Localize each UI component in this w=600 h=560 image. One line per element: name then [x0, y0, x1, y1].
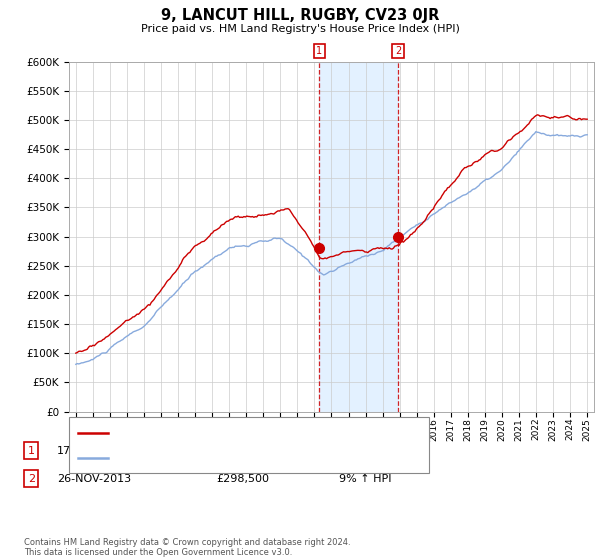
Text: 2: 2 [28, 474, 35, 484]
Text: £281,300: £281,300 [216, 446, 269, 456]
Text: Price paid vs. HM Land Registry's House Price Index (HPI): Price paid vs. HM Land Registry's House … [140, 24, 460, 34]
Text: 26-NOV-2013: 26-NOV-2013 [57, 474, 131, 484]
Text: £298,500: £298,500 [216, 474, 269, 484]
Text: 9, LANCUT HILL, RUGBY, CV23 0JR (detached house): 9, LANCUT HILL, RUGBY, CV23 0JR (detache… [114, 428, 386, 438]
Text: 9% ↑ HPI: 9% ↑ HPI [339, 474, 391, 484]
Text: 2: 2 [395, 46, 401, 56]
Text: 9, LANCUT HILL, RUGBY, CV23 0JR: 9, LANCUT HILL, RUGBY, CV23 0JR [161, 8, 439, 24]
Text: HPI: Average price, detached house, Rugby: HPI: Average price, detached house, Rugb… [114, 452, 340, 463]
Bar [319, 62, 398, 412]
Text: Contains HM Land Registry data © Crown copyright and database right 2024.
This d: Contains HM Land Registry data © Crown c… [24, 538, 350, 557]
Text: 24% ↑ HPI: 24% ↑ HPI [339, 446, 398, 456]
Text: 1: 1 [28, 446, 35, 456]
Text: 1: 1 [316, 46, 322, 56]
Text: 17-APR-2009: 17-APR-2009 [57, 446, 129, 456]
